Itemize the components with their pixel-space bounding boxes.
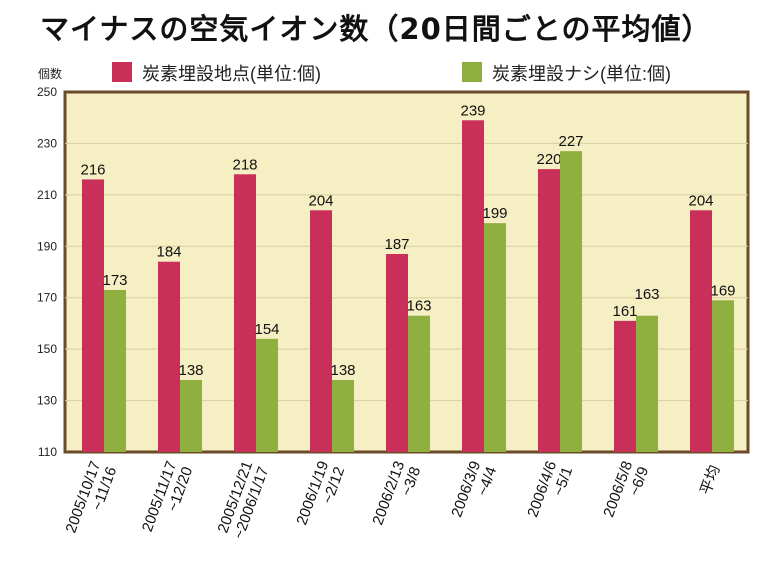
- bar-carbon: [614, 320, 636, 452]
- bar-no-carbon: [408, 315, 430, 452]
- x-tick-label: 2006/3/9~4/4: [448, 459, 500, 525]
- bar-no-carbon: [560, 151, 582, 452]
- x-tick-label: 2006/1/19~2/12: [293, 459, 348, 533]
- legend-swatch: [462, 62, 482, 82]
- bar-carbon: [234, 174, 256, 453]
- legend-swatch: [112, 62, 132, 82]
- bar-carbon: [462, 120, 484, 453]
- x-tick-label: 2005/12/21~2006/1/17: [214, 459, 272, 542]
- data-label: 239: [460, 102, 485, 119]
- bar-no-carbon: [484, 223, 506, 452]
- legend-label: 炭素埋設地点(単位:個): [142, 64, 321, 84]
- x-tick-label: 2005/10/17~11/16: [63, 459, 121, 541]
- data-label: 220: [536, 151, 561, 168]
- y-tick-label: 110: [38, 445, 57, 459]
- data-label: 199: [482, 205, 507, 222]
- data-label: 184: [156, 244, 181, 261]
- y-tick-label: 150: [37, 342, 57, 356]
- data-label: 161: [612, 303, 637, 320]
- x-tick-label: 2005/11/17~12/20: [139, 459, 196, 540]
- x-tick-label: 2006/2/13~3/8: [369, 459, 424, 533]
- bar-carbon: [158, 261, 180, 452]
- y-tick-label: 130: [37, 394, 57, 408]
- data-label: 138: [178, 362, 203, 379]
- bar-no-carbon: [104, 290, 126, 452]
- x-tick-label-line: 平均: [697, 463, 723, 497]
- bar-no-carbon: [712, 300, 734, 452]
- x-tick-label: 2006/5/8~6/9: [600, 459, 652, 525]
- x-tick-label: 2006/4/6~5/1: [524, 459, 576, 525]
- data-label: 169: [710, 282, 735, 299]
- data-label: 204: [688, 192, 713, 209]
- y-tick-label: 250: [37, 85, 57, 99]
- data-label: 204: [308, 192, 333, 209]
- data-label: 187: [384, 236, 409, 253]
- bar-carbon: [690, 210, 712, 452]
- data-label: 218: [232, 156, 257, 173]
- y-axis-label: 個数: [38, 66, 62, 81]
- y-tick-label: 170: [37, 291, 57, 305]
- data-label: 216: [80, 161, 105, 178]
- bar-carbon: [310, 210, 332, 452]
- data-label: 154: [254, 321, 279, 338]
- bar-no-carbon: [180, 380, 202, 452]
- data-label: 173: [102, 272, 127, 289]
- legend-label: 炭素埋設ナシ(単位:個): [492, 64, 671, 84]
- y-tick-label: 210: [37, 188, 57, 202]
- x-tick-label: 平均: [697, 463, 723, 497]
- chart-title: マイナスの空気イオン数（20日間ごとの平均値）: [40, 12, 712, 46]
- bar-no-carbon: [256, 338, 278, 452]
- data-label: 163: [406, 298, 431, 315]
- bar-no-carbon: [332, 380, 354, 452]
- y-tick-label: 230: [37, 136, 57, 150]
- y-tick-label: 190: [37, 239, 57, 253]
- bar-carbon: [538, 169, 560, 452]
- bar-carbon: [82, 179, 104, 452]
- data-label: 163: [634, 286, 659, 303]
- data-label: 227: [558, 133, 583, 150]
- data-label: 138: [330, 362, 355, 379]
- bar-no-carbon: [636, 315, 658, 452]
- bar-carbon: [386, 254, 408, 452]
